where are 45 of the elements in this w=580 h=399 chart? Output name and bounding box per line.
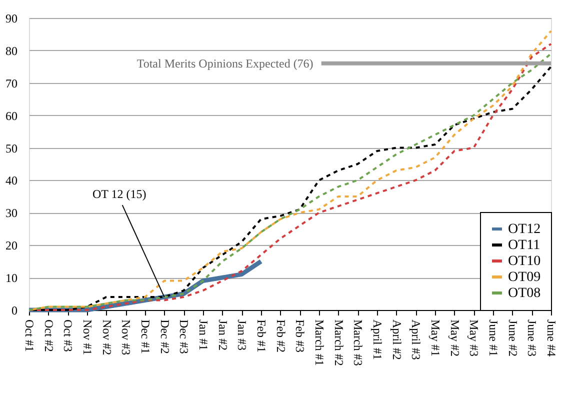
x-tick-label: Oct #1 bbox=[22, 320, 36, 352]
x-tick-label: Feb #3 bbox=[293, 320, 308, 352]
x-tick-label: March #1 bbox=[312, 320, 326, 366]
x-tick-label: April #1 bbox=[370, 320, 384, 360]
x-tick-label: June #1 bbox=[486, 320, 500, 356]
y-tick-label: 20 bbox=[6, 238, 18, 253]
x-tick-label: June #2 bbox=[506, 320, 520, 356]
x-tick-label: May #1 bbox=[428, 320, 442, 356]
y-tick-label: 60 bbox=[6, 108, 18, 123]
annotation: OT 12 (15) bbox=[92, 187, 146, 202]
x-tick-label: March #2 bbox=[332, 320, 346, 366]
legend-label: OT08 bbox=[508, 286, 541, 301]
x-tick-label: Nov #1 bbox=[80, 320, 94, 356]
x-tick-label: April #3 bbox=[409, 320, 424, 360]
x-tick-label: Nov #2 bbox=[100, 320, 114, 356]
y-tick-label: 70 bbox=[6, 76, 18, 90]
ref-line-label: Total Merits Opinions Expected (76) bbox=[136, 56, 314, 70]
x-tick-label: Oct #2 bbox=[42, 320, 56, 352]
x-tick-label: May #2 bbox=[448, 320, 462, 356]
y-tick-label: 0 bbox=[12, 304, 18, 318]
x-tick-label: April #2 bbox=[390, 320, 404, 360]
x-tick-label: Dec #2 bbox=[158, 320, 172, 354]
y-tick-label: 50 bbox=[6, 141, 18, 156]
x-tick-label: Nov #3 bbox=[119, 320, 134, 356]
y-tick-label: 40 bbox=[6, 174, 18, 188]
x-tick-label: Jan #1 bbox=[196, 320, 210, 350]
x-tick-label: Jan #3 bbox=[235, 320, 250, 350]
x-tick-label: Dec #1 bbox=[138, 320, 152, 354]
x-tick-label: Dec #3 bbox=[177, 320, 192, 354]
legend-label: OT11 bbox=[508, 238, 540, 253]
y-tick-label: 30 bbox=[6, 206, 18, 220]
x-tick-label: Oct #3 bbox=[61, 320, 76, 352]
legend-label: OT09 bbox=[508, 270, 541, 285]
y-tick-label: 80 bbox=[6, 44, 18, 58]
y-tick-label: 90 bbox=[6, 12, 18, 26]
x-tick-label: May #3 bbox=[467, 320, 482, 356]
y-tick-label: 10 bbox=[6, 271, 18, 286]
x-tick-label: Feb #1 bbox=[254, 320, 268, 352]
x-tick-label: Feb #2 bbox=[274, 320, 288, 352]
x-tick-label: Jan #2 bbox=[216, 320, 230, 350]
x-tick-label: March #3 bbox=[351, 320, 366, 366]
legend-label: OT12 bbox=[508, 222, 541, 237]
x-tick-label: June #3 bbox=[525, 320, 540, 356]
x-tick-label: June #4 bbox=[544, 320, 558, 356]
legend-label: OT10 bbox=[508, 254, 541, 269]
